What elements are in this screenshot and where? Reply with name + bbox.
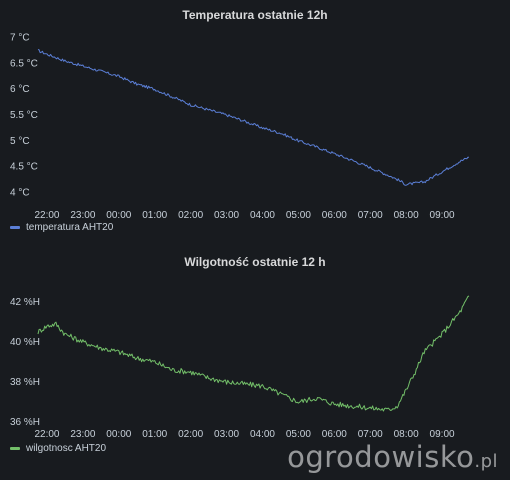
temperature-x-tick-label: 23:00 (70, 210, 95, 221)
humidity-legend[interactable]: wilgotnosc AHT20 (10, 443, 106, 454)
temperature-chart-title: Temperatura ostatnie 12h (182, 8, 328, 22)
humidity-x-tick-label: 05:00 (286, 429, 311, 440)
temperature-x-tick-label: 05:00 (286, 210, 311, 221)
temperature-series-line[interactable] (37, 49, 469, 186)
temperature-x-tick-label: 09:00 (430, 210, 455, 221)
temperature-y-tick-label: 7 °C (10, 33, 30, 44)
humidity-x-tick-label: 22:00 (34, 429, 59, 440)
temperature-y-tick-label: 4.5 °C (10, 162, 38, 173)
humidity-y-tick-label: 36 %H (10, 417, 40, 428)
humidity-panel: Wilgotność ostatnie 12 h 36 %H 38 %H 40 %H… (0, 240, 510, 480)
watermark-logo: ogrodowisko.pl (287, 440, 498, 474)
humidity-y-tick-label: 38 %H (10, 377, 40, 388)
humidity-y-tick-label: 42 %H (10, 297, 40, 308)
humidity-x-tick-label: 01:00 (142, 429, 167, 440)
temperature-y-tick-label: 5 °C (10, 136, 30, 147)
watermark-text: ogrodowisko (287, 440, 475, 474)
temperature-y-tick-label: 4 °C (10, 187, 30, 198)
temperature-x-tick-label: 02:00 (178, 210, 203, 221)
humidity-legend-label: wilgotnosc AHT20 (26, 443, 107, 454)
temperature-legend[interactable]: temperatura AHT20 (10, 222, 113, 233)
temperature-x-tick-label: 01:00 (142, 210, 167, 221)
temperature-legend-swatch (10, 226, 20, 229)
humidity-x-tick-label: 09:00 (430, 429, 455, 440)
temperature-y-tick-label: 6.5 °C (10, 58, 38, 69)
temperature-x-tick-label: 07:00 (358, 210, 383, 221)
temperature-x-tick-label: 00:00 (106, 210, 131, 221)
humidity-legend-swatch (10, 447, 20, 450)
humidity-x-tick-label: 23:00 (70, 429, 95, 440)
humidity-chart[interactable]: 36 %H 38 %H 40 %H 42 %H 22:00 23:00 00:00 01:00… (0, 240, 510, 480)
temperature-panel: Temperatura ostatnie 12h 4 °C 4.5 °C 5 °C 5… (0, 0, 510, 240)
temperature-chart[interactable]: 4 °C 4.5 °C 5 °C 5.5 °C 6 °C 6.5 °C 7 °C 22:00 2… (0, 0, 510, 240)
temperature-x-tick-label: 04:00 (250, 210, 275, 221)
temperature-x-tick-label: 03:00 (214, 210, 239, 221)
humidity-y-tick-label: 40 %H (10, 337, 40, 348)
watermark-suffix: .pl (474, 451, 498, 472)
humidity-x-tick-label: 02:00 (178, 429, 203, 440)
humidity-x-tick-label: 06:00 (322, 429, 347, 440)
temperature-x-tick-label: 22:00 (34, 210, 59, 221)
humidity-x-tick-label: 03:00 (214, 429, 239, 440)
humidity-x-tick-label: 07:00 (358, 429, 383, 440)
temperature-y-tick-label: 5.5 °C (10, 110, 38, 121)
temperature-y-tick-label: 6 °C (10, 84, 30, 95)
humidity-x-tick-label: 04:00 (250, 429, 275, 440)
temperature-x-tick-label: 08:00 (394, 210, 419, 221)
temperature-x-tick-label: 06:00 (322, 210, 347, 221)
humidity-chart-title: Wilgotność ostatnie 12 h (184, 255, 326, 269)
temperature-legend-label: temperatura AHT20 (26, 222, 114, 233)
humidity-series-line[interactable] (37, 295, 470, 412)
humidity-x-tick-label: 00:00 (106, 429, 131, 440)
humidity-x-tick-label: 08:00 (394, 429, 419, 440)
